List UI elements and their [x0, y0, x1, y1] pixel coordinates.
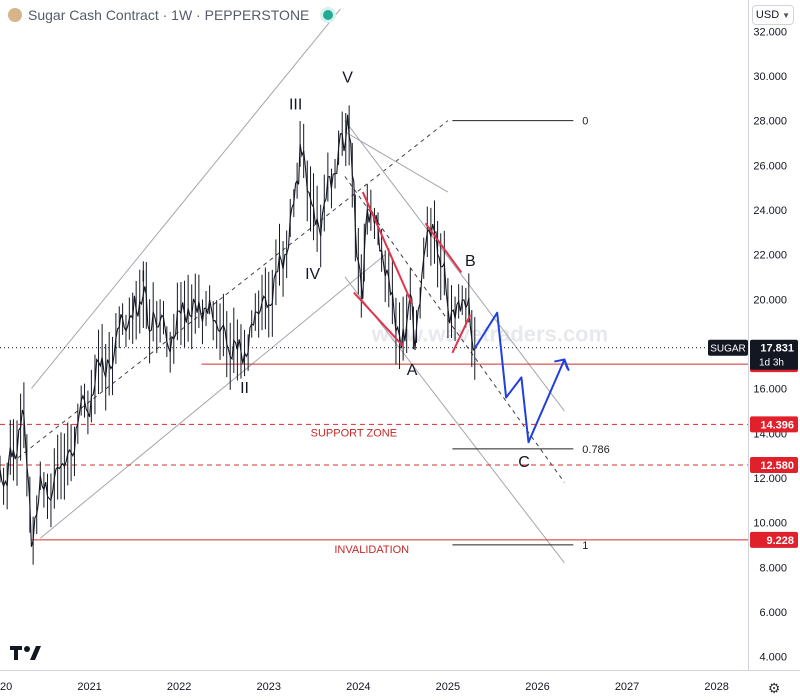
channel-upper-line	[30, 8, 341, 389]
y-tick-label: 32.000	[753, 26, 787, 38]
market-status-icon	[323, 10, 334, 20]
x-tick-label: 2021	[77, 681, 101, 693]
chevron-down-icon: ▼	[782, 10, 791, 20]
price-level-9228-tag	[750, 531, 798, 548]
x-tick-label: 2027	[615, 681, 639, 693]
y-tick-label: 24.000	[753, 205, 787, 217]
channel-bridge-line	[344, 131, 449, 193]
wave-label-a: A	[407, 362, 418, 379]
last-price-tag	[750, 339, 798, 370]
wave-label-iv: IV	[305, 266, 320, 283]
channel-lower-line	[39, 254, 386, 539]
currency-label: USD	[755, 9, 780, 21]
y-tick-label: 6.000	[759, 607, 787, 619]
y-tick-label: 30.000	[753, 71, 787, 83]
currency-dropdown[interactable]: USD ▼	[752, 5, 794, 25]
x-tick-label: 2025	[436, 681, 460, 693]
invalidation-label: INVALIDATION	[334, 544, 409, 556]
correction-wedge-line	[353, 291, 404, 347]
correction-wedge-line	[424, 222, 463, 274]
y-tick-label: 26.000	[753, 160, 787, 172]
chart-header: Sugar Cash Contract · 1W · PEPPERSTONE	[0, 0, 748, 30]
fib-1-label: 1	[582, 540, 588, 552]
wave-label-i: I	[141, 268, 145, 285]
channel-mid-dashed-line	[17, 120, 449, 459]
correction-wedge-line	[361, 191, 413, 305]
x-tick-label: 2022	[167, 681, 191, 693]
fib-0-label: 0	[582, 116, 588, 128]
wave-label-iii: III	[289, 96, 302, 113]
y-tick-label: 20.000	[753, 294, 787, 306]
price-level-9228-tag-label: 9.228	[766, 535, 794, 547]
projected-arrow-head	[554, 358, 569, 369]
wave-label-b: B	[465, 253, 476, 270]
fib-0786-label: 0.786	[582, 444, 610, 456]
y-tick-label: 10.000	[753, 518, 787, 530]
wave-label-ii: II	[240, 380, 249, 397]
x-tick-label: 2023	[257, 681, 281, 693]
x-tick-label: 2028	[704, 681, 728, 693]
price-level-12580-tag	[750, 456, 798, 473]
support-zone-label: SUPPORT ZONE	[311, 428, 397, 440]
x-tick-label: 2026	[525, 681, 549, 693]
tradingview-logo-icon	[10, 646, 41, 660]
down-channel-upper-line	[344, 120, 565, 412]
y-tick-label: 4.000	[759, 652, 787, 664]
x-tick-label: 2024	[346, 681, 370, 693]
price-level-14396-tag	[750, 416, 798, 433]
y-tick-label: 12.000	[753, 473, 787, 485]
y-tick-label: 28.000	[753, 116, 787, 128]
y-tick-label: 22.000	[753, 250, 787, 262]
bar-countdown-label: 1d 3h	[759, 358, 784, 369]
y-tick-label: 16.000	[753, 384, 787, 396]
price-level-14396-tag-label: 14.396	[760, 419, 794, 431]
last-price-value: 17.831	[760, 343, 794, 355]
y-tick-label: 8.000	[759, 562, 787, 574]
correction-wedge-line	[451, 314, 472, 354]
wave-label-c: C	[518, 454, 530, 471]
symbol-tag-label: SUGAR	[710, 344, 746, 355]
settings-gear-icon[interactable]: ⚙	[767, 680, 781, 696]
down-channel-lower-line	[344, 276, 565, 564]
chart-title: Sugar Cash Contract · 1W · PEPPERSTONE	[28, 7, 310, 23]
price-level-12580-tag-label: 12.580	[760, 460, 794, 472]
symbol-tag	[708, 339, 748, 356]
sugar-icon	[8, 8, 22, 22]
wave-label-v: V	[342, 70, 353, 87]
